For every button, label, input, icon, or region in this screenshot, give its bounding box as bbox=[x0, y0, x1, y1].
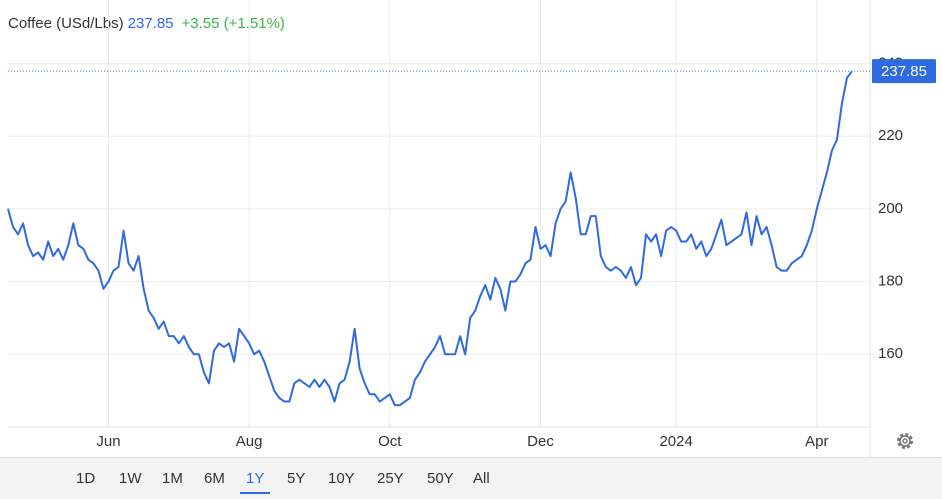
range-bar: 1D 1W 1M 6M 1Y 5Y 10Y 25Y 50Y All bbox=[0, 457, 942, 499]
chart-title: Coffee (USd/Lbs) 237.85 +3.55 (+1.51%) bbox=[8, 15, 285, 32]
x-tick-label: Apr bbox=[805, 433, 828, 450]
price-change: +3.55 (+1.51%) bbox=[182, 15, 285, 32]
y-tick-label: 200 bbox=[878, 200, 903, 217]
grid bbox=[8, 0, 870, 427]
range-button[interactable]: 6M bbox=[204, 470, 225, 487]
x-tick-label: 2024 bbox=[659, 433, 692, 450]
range-button[interactable]: 1Y bbox=[240, 468, 271, 494]
price-line bbox=[7, 70, 853, 407]
x-tick-label: Jun bbox=[96, 433, 120, 450]
range-button[interactable]: 5Y bbox=[287, 470, 306, 487]
x-tick-label: Oct bbox=[378, 433, 402, 450]
x-tick-label: Aug bbox=[236, 433, 263, 450]
x-tick-label: Dec bbox=[527, 433, 554, 450]
range-button[interactable]: 10Y bbox=[328, 470, 355, 487]
last-price: 237.85 bbox=[128, 15, 174, 32]
y-tick-label: 180 bbox=[878, 273, 903, 290]
range-button[interactable]: All bbox=[473, 470, 490, 487]
range-button[interactable]: 1D bbox=[76, 470, 96, 487]
y-tick-label: 220 bbox=[878, 127, 903, 144]
range-button[interactable]: 1W bbox=[119, 470, 142, 487]
range-button[interactable]: 25Y bbox=[377, 470, 404, 487]
instrument-name: Coffee (USd/Lbs) bbox=[8, 15, 124, 32]
range-button[interactable]: 1M bbox=[162, 470, 183, 487]
last-price-label: 237.85 bbox=[881, 63, 927, 80]
y-tick-label: 160 bbox=[878, 345, 903, 362]
chart: Coffee (USd/Lbs) 237.85 +3.55 (+1.51%) 160… bbox=[7, 0, 936, 457]
settings-icon[interactable] bbox=[897, 433, 913, 449]
last-price-box bbox=[872, 59, 936, 84]
range-button[interactable]: 50Y bbox=[427, 470, 454, 487]
